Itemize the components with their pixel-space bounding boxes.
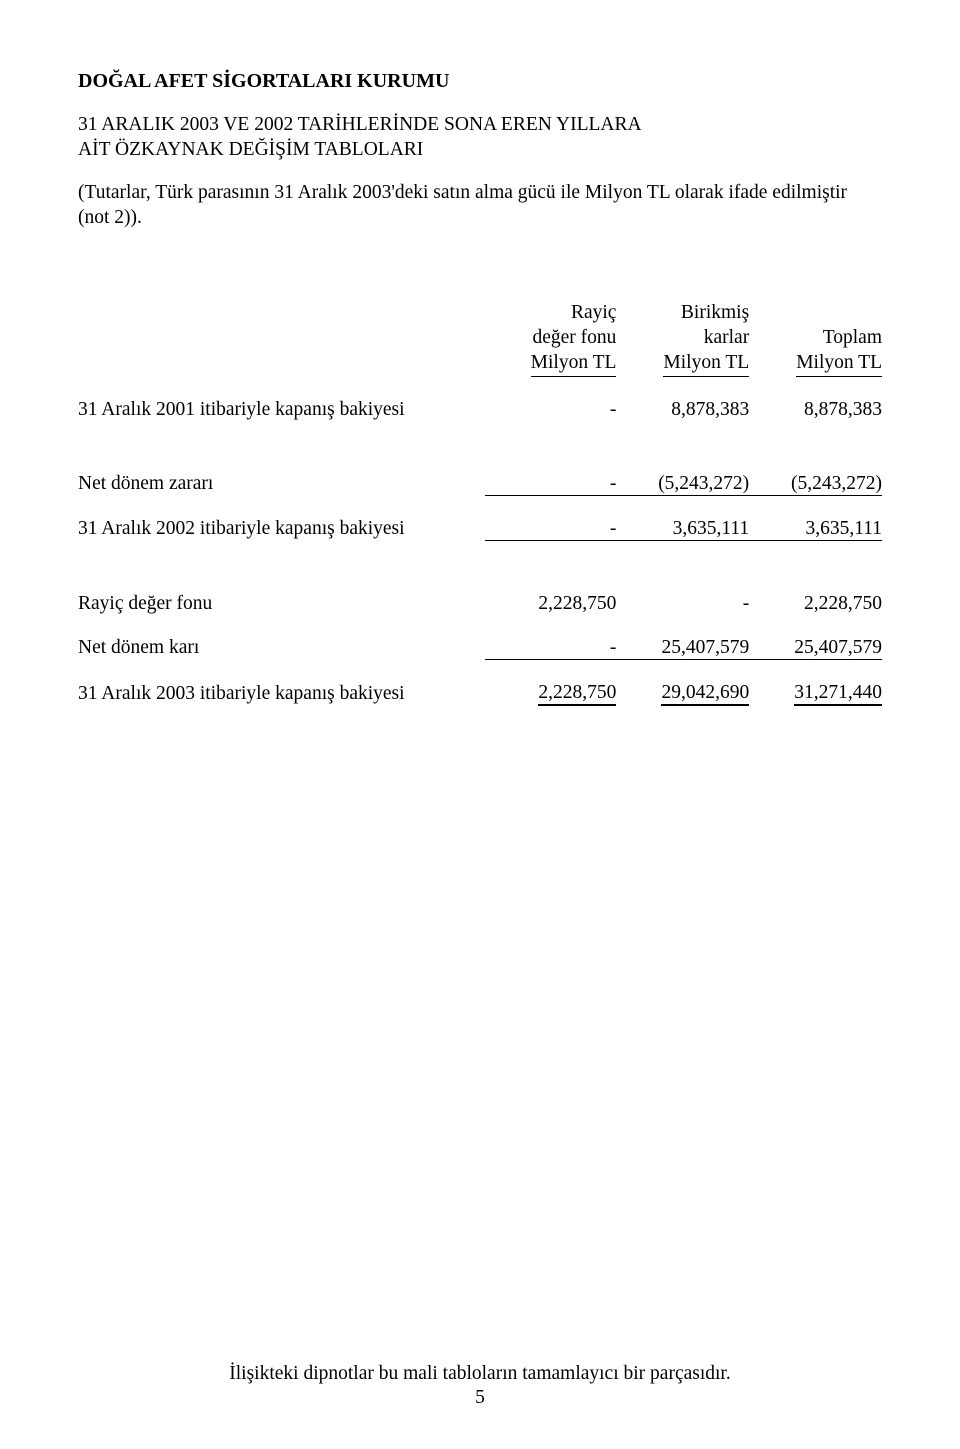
row6-c3-wrap: 31,271,440 [794,682,882,706]
row6-c2-wrap: 29,042,690 [661,682,749,706]
row1-c2: 8,878,383 [616,399,749,421]
col1-header-l2: değer fonu [532,327,616,348]
col3-header-l2: Toplam [823,327,882,348]
col2-header-l2: karlar [704,327,749,348]
row3-c2: 3,635,111 [616,518,749,541]
col3-header-l3: Milyon TL [796,352,882,373]
table-header-row: Rayiç değer fonu Milyon TL Birikmiş karl… [78,301,882,377]
row2-c2: (5,243,272) [616,473,749,496]
page: DOĞAL AFET SİGORTALARI KURUMU 31 ARALIK … [0,0,960,1449]
row4-c2: - [616,593,749,615]
page-number: 5 [0,1387,960,1409]
org-title: DOĞAL AFET SİGORTALARI KURUMU [78,70,882,93]
table-row: Rayiç değer fonu 2,228,750 - 2,228,750 [78,593,882,615]
row6-c1-wrap: 2,228,750 [538,682,616,706]
row5-label: Net dönem karı [78,637,485,660]
table-row: 31 Aralık 2003 itibariyle kapanış bakiye… [78,682,882,705]
statement-subtitle: 31 ARALIK 2003 VE 2002 TARİHLERİNDE SONA… [78,113,882,163]
row1-label: 31 Aralık 2001 itibariyle kapanış bakiye… [78,399,485,421]
col1-header: Rayiç değer fonu Milyon TL [531,301,617,377]
footer-text: İlişikteki dipnotlar bu mali tabloların … [0,1363,960,1385]
row4-c1: 2,228,750 [485,593,617,615]
row1-c3: 8,878,383 [749,399,882,421]
row2-label: Net dönem zararı [78,473,485,496]
row6-c2: 29,042,690 [661,682,749,705]
col1-header-l3: Milyon TL [531,352,617,373]
row4-label: Rayiç değer fonu [78,593,485,615]
subtitle-line-1: 31 ARALIK 2003 VE 2002 TARİHLERİNDE SONA… [78,114,642,135]
col1-header-l1: Rayiç [571,302,616,323]
row2-c3: (5,243,272) [749,473,882,496]
table-row: Net dönem zararı - (5,243,272) (5,243,27… [78,473,882,496]
row6-label: 31 Aralık 2003 itibariyle kapanış bakiye… [78,682,485,705]
table-row: 31 Aralık 2002 itibariyle kapanış bakiye… [78,518,882,541]
row6-c3: 31,271,440 [794,682,882,705]
row1-c1: - [485,399,617,421]
col2-header-l1: Birikmiş [681,302,749,323]
row2-c1: - [485,473,617,496]
col2-header-l3: Milyon TL [663,352,749,373]
row5-c3: 25,407,579 [749,637,882,660]
table-row: Net dönem karı - 25,407,579 25,407,579 [78,637,882,660]
basis-note: (Tutarlar, Türk parasının 31 Aralık 2003… [78,181,882,231]
row3-label: 31 Aralık 2002 itibariyle kapanış bakiye… [78,518,485,541]
row5-c1: - [485,637,617,660]
equity-change-table: Rayiç değer fonu Milyon TL Birikmiş karl… [78,301,882,705]
subtitle-line-2: AİT ÖZKAYNAK DEĞİŞİM TABLOLARI [78,139,423,160]
row6-c1: 2,228,750 [538,682,616,705]
row5-c2: 25,407,579 [616,637,749,660]
page-footer: İlişikteki dipnotlar bu mali tabloların … [0,1363,960,1409]
row4-c3: 2,228,750 [749,593,882,615]
row3-c1: - [485,518,617,541]
table-row: 31 Aralık 2001 itibariyle kapanış bakiye… [78,399,882,421]
col2-header: Birikmiş karlar Milyon TL [663,301,749,377]
row3-c3: 3,635,111 [749,518,882,541]
col3-header: Toplam Milyon TL [796,301,882,377]
